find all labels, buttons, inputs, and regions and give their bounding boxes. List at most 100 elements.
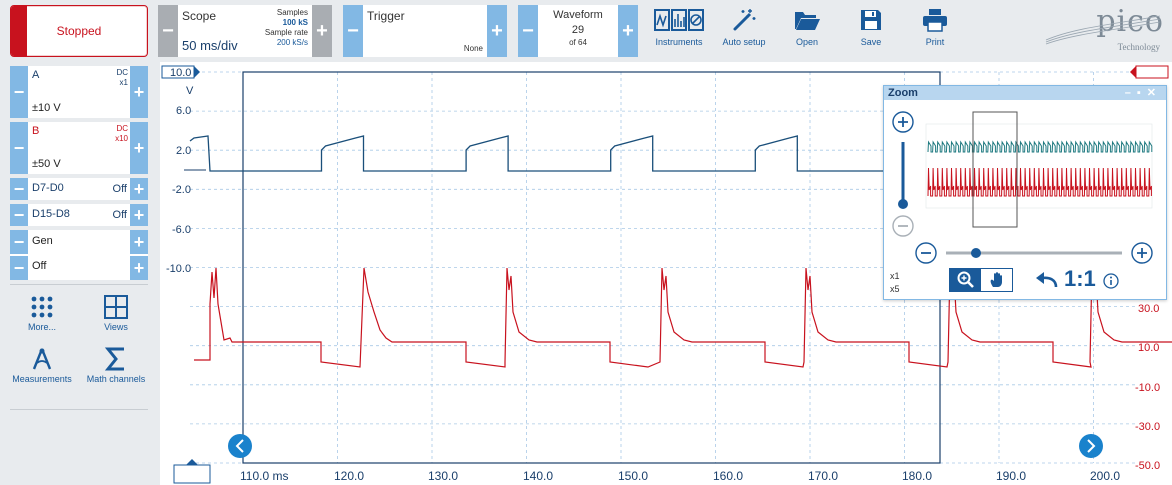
math-channels-button[interactable]: Math channels [84,347,148,384]
save-label: Save [860,37,882,47]
run-indicator [11,6,27,56]
channel-b-range[interactable]: ±50 V [32,158,61,170]
d15-d8-name[interactable]: D15-D8 [32,208,70,220]
timebase-increase-button[interactable]: + [312,5,332,57]
b-axis-tick: -30.0 [1135,421,1160,433]
print-button[interactable]: Print [905,5,965,57]
trigger-control: − Trigger None + [343,5,507,57]
zoom-levels: x1 x5 [890,270,900,296]
gen-name[interactable]: Gen [32,235,53,247]
trigger-label: Trigger [367,9,405,23]
open-button[interactable]: Open [777,5,837,57]
channel-a-coupling: DC [116,68,128,77]
zoom-title-bar[interactable]: Zoom –▪✕ [884,86,1166,100]
trigger-increase-button[interactable]: + [487,5,507,57]
overview-trace-a [927,140,1153,153]
waveform-current[interactable]: 29 [571,24,585,36]
auto-setup-button[interactable]: Auto setup [714,5,774,57]
instruments-icon [654,9,704,31]
timebase-decrease-button[interactable]: − [158,5,178,57]
d7-d0-increase[interactable]: + [130,178,148,200]
chevron-left-icon [235,439,244,453]
a-axis-tick: 6.0 [176,105,191,117]
channel-a-range-decrease[interactable]: − [10,66,28,118]
views-button[interactable]: Views [84,295,148,332]
undo-zoom-icon[interactable] [1034,271,1060,291]
horizontal-zoom-in-button[interactable] [1131,242,1153,264]
d7-d0-name[interactable]: D7-D0 [32,182,64,194]
sample-rate-value: 200 kS/s [276,38,308,47]
d15-d8-decrease[interactable]: − [10,204,28,226]
scroll-right-button[interactable] [1079,434,1103,458]
overview-zoom-window[interactable] [972,111,1018,228]
b-axis-tick: -50.0 [1135,460,1160,472]
d15-d8-increase[interactable]: + [130,204,148,226]
overview-trace-b [927,167,1152,197]
window-controls[interactable]: –▪✕ [1124,87,1162,99]
timebase-value[interactable]: 50 ms/div [182,38,238,53]
views-label: Views [104,322,128,332]
channel-b-axis-handle[interactable] [1135,65,1169,79]
channel-a-trace [189,135,990,172]
gen-state[interactable]: Off [32,260,47,272]
zoom-overview-window[interactable]: Zoom –▪✕ [883,85,1167,300]
vertical-zoom-thumb[interactable] [898,199,908,209]
zoom-mode-toggle[interactable] [949,268,1013,292]
zoom-mode-button[interactable] [950,269,981,291]
horizontal-zoom-thumb[interactable] [971,248,981,258]
scroll-left-button[interactable] [228,434,252,458]
save-icon [861,10,881,30]
channel-panel: − A DC x1 ±10 V + − B DC x10 ±50 V [10,66,148,414]
b-axis-tick: 10.0 [1138,342,1159,354]
x-axis-tick: 160.0 [713,469,743,483]
vertical-zoom-out-button[interactable] [892,215,914,237]
x-axis-tick: 140.0 [523,469,553,483]
channel-a-probe: x1 [119,78,128,87]
d7-d0-decrease[interactable]: − [10,178,28,200]
a-axis-tick: 2.0 [176,145,191,157]
zoom-overview-graph[interactable] [884,100,1168,300]
panel-divider [10,284,148,285]
time-axis: 110.0 ms 120.0 130.0 140.0 150.0 160.0 1… [173,459,1120,484]
instruments-button[interactable]: Instruments [649,5,709,57]
chevron-right-icon [1087,439,1096,453]
waveform-previous-button[interactable]: − [518,5,538,57]
channel-a-name[interactable]: A [32,69,40,81]
zoom-ratio[interactable]: 1:1 [1064,266,1096,291]
scope-timebase-control: − Scope 50 ms/div Samples 100 kS Sample … [158,5,332,57]
waveform-next-button[interactable]: + [618,5,638,57]
toolbar: Stopped − Scope 50 ms/div Samples 100 kS… [0,0,1172,62]
digital-d7-d0-control: − D7-D0 Off + [10,178,148,200]
measurements-label: Measurements [12,374,72,384]
logo-swoosh [1045,15,1161,45]
channel-b-range-decrease[interactable]: − [10,122,28,174]
channel-b-range-increase[interactable]: + [130,122,148,174]
info-icon[interactable] [1103,273,1119,289]
plus-icon [898,117,908,127]
channel-b-trace [194,267,1172,368]
trigger-value[interactable]: None [463,44,483,53]
d15-d8-state: Off [112,209,127,221]
time-ruler-handle[interactable] [173,464,211,484]
more-button[interactable]: More... [10,295,74,332]
sigma-icon [104,347,124,371]
pan-mode-button[interactable] [981,269,1012,291]
gen-increase-2[interactable]: + [130,256,148,280]
measurements-button[interactable]: Measurements [10,347,74,384]
channel-a-range-increase[interactable]: + [130,66,148,118]
gen-decrease-2[interactable]: − [10,256,28,280]
trigger-decrease-button[interactable]: − [343,5,363,57]
horizontal-zoom-out-button[interactable] [915,242,937,264]
vertical-zoom-in-button[interactable] [892,111,914,133]
waveform-label: Waveform [553,9,603,21]
save-button[interactable]: Save [841,5,901,57]
gen-decrease-1[interactable]: − [10,230,28,254]
channel-a-control: − A DC x1 ±10 V + [10,66,148,118]
channel-b-name[interactable]: B [32,125,40,137]
channel-a-range[interactable]: ±10 V [32,102,61,114]
open-label: Open [795,37,819,47]
run-stop-button[interactable]: Stopped [10,5,148,57]
scope-graph[interactable]: 10.0 V 6.0 2.0 -2.0 -6.0 -10.0 30.0 10.0… [160,62,1172,485]
zoom-level-2: x5 [890,284,900,294]
gen-increase-1[interactable]: + [130,230,148,254]
